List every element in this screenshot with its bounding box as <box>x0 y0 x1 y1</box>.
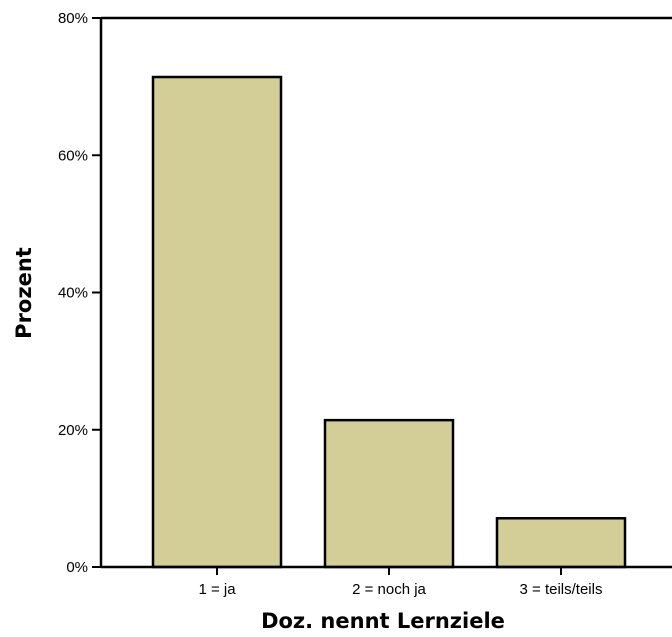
bar-2 <box>323 418 455 569</box>
bar-3 <box>495 517 627 569</box>
bars-group <box>151 75 627 569</box>
y-tick-label: 20% <box>58 422 88 439</box>
x-ticks-group: 1 = ja 2 = noch ja 3 = teils/teils <box>198 567 602 598</box>
y-tick-label: 80% <box>58 10 88 27</box>
y-ticks-group: 0% 20% 40% 60% 80% <box>58 10 101 576</box>
y-axis-title: Prozent <box>12 247 36 339</box>
y-tick-label: 0% <box>66 559 88 576</box>
x-tick-label: 3 = teils/teils <box>520 581 603 598</box>
x-tick-label: 2 = noch ja <box>352 581 426 598</box>
x-tick-label: 1 = ja <box>198 581 236 598</box>
x-axis-title: Doz. nennt Lernziele <box>261 609 505 633</box>
bar-1 <box>151 75 283 569</box>
y-tick-label: 40% <box>58 285 88 302</box>
y-tick-label: 60% <box>58 147 88 164</box>
